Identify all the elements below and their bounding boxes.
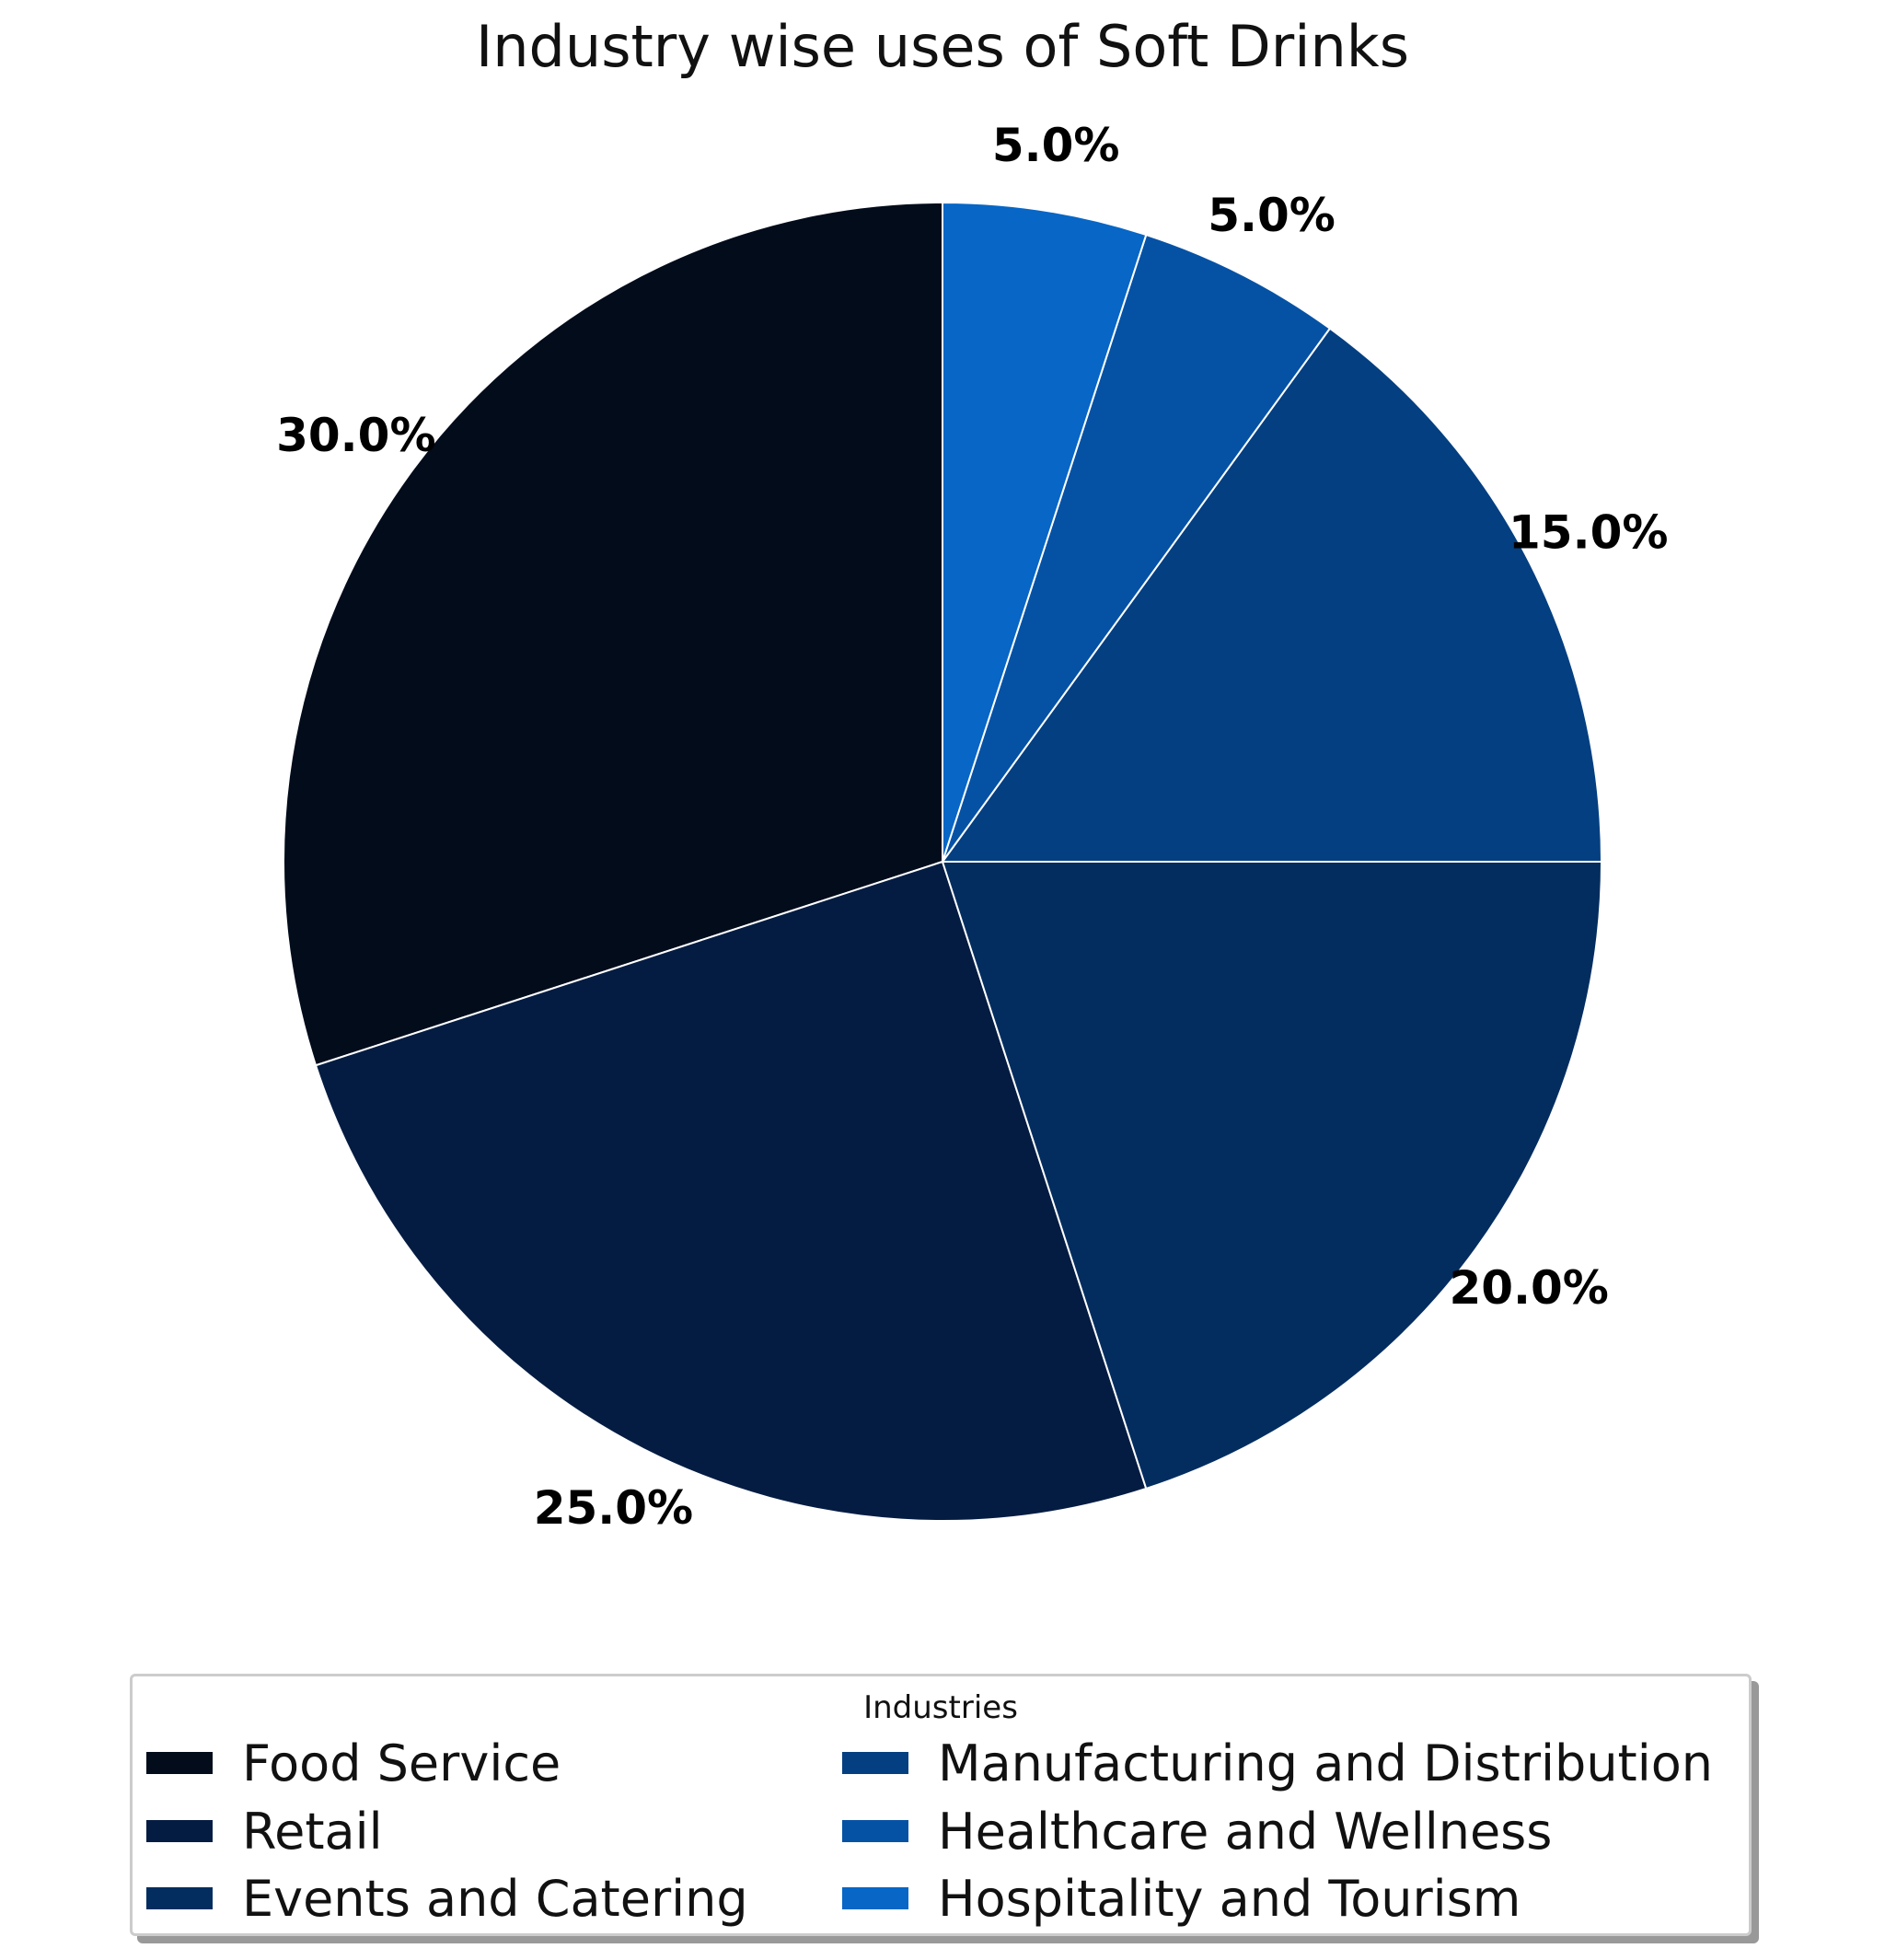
legend-swatch-hospitality-and-tourism [841, 1886, 909, 1910]
chart-title: Industry wise uses of Soft Drinks [475, 13, 1410, 80]
slice-percent-label-manufacturing-and-distribution: 15.0% [1509, 505, 1668, 559]
legend-item-food-service: Food Service [145, 1734, 561, 1792]
pie-slice-retail [315, 861, 1148, 1522]
legend-label-food-service: Food Service [242, 1734, 561, 1792]
legend-label-hospitality-and-tourism: Hospitality and Tourism [938, 1869, 1521, 1928]
slice-percent-label-healthcare-and-wellness: 5.0% [1208, 189, 1336, 242]
slice-percent-label-retail: 25.0% [534, 1481, 693, 1535]
legend-label-healthcare-and-wellness: Healthcare and Wellness [938, 1802, 1553, 1861]
legend-item-manufacturing-and-distribution: Manufacturing and Distribution [841, 1734, 1713, 1792]
legend-item-hospitality-and-tourism: Hospitality and Tourism [841, 1869, 1521, 1928]
pie-slice-hospitality-and-tourism [942, 202, 1148, 863]
legend: Industries Food Service Retail Events and … [130, 1674, 1752, 1936]
legend-swatch-retail [145, 1819, 214, 1843]
legend-item-retail: Retail [145, 1802, 383, 1861]
pie-slice-food-service [283, 202, 943, 1067]
pie-slice-healthcare-and-wellness [942, 234, 1331, 863]
slice-percent-label-food-service: 30.0% [276, 409, 435, 462]
legend-swatch-manufacturing-and-distribution [841, 1751, 909, 1775]
legend-swatch-events-and-catering [145, 1886, 214, 1910]
pie-slice-events-and-catering [942, 861, 1602, 1490]
pie-chart: 30.0% 25.0% 20.0% 15.0% 5.0% 5.0% [276, 119, 1668, 1535]
legend-swatch-food-service [145, 1751, 214, 1775]
legend-item-healthcare-and-wellness: Healthcare and Wellness [841, 1802, 1553, 1861]
legend-item-events-and-catering: Events and Catering [145, 1869, 748, 1928]
slice-percent-label-hospitality-and-tourism: 5.0% [992, 119, 1120, 172]
legend-swatch-healthcare-and-wellness [841, 1819, 909, 1843]
legend-title: Industries [863, 1689, 1018, 1726]
legend-label-retail: Retail [242, 1802, 383, 1861]
slice-percent-label-events-and-catering: 20.0% [1449, 1261, 1608, 1315]
legend-label-manufacturing-and-distribution: Manufacturing and Distribution [938, 1734, 1713, 1792]
pie-slice-manufacturing-and-distribution [942, 327, 1602, 863]
legend-label-events-and-catering: Events and Catering [242, 1869, 748, 1928]
